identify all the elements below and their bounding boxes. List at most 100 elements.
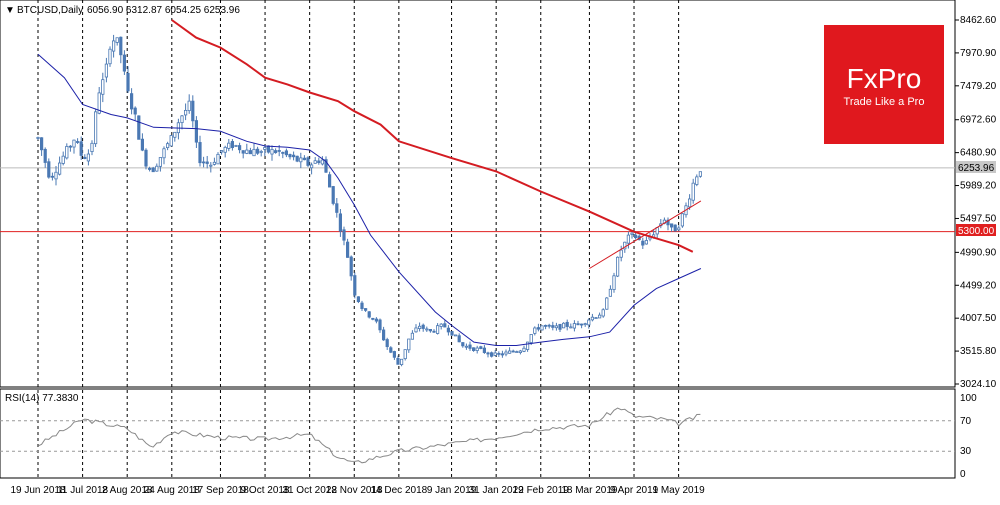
candle-body <box>493 352 497 356</box>
rsi-tick-label: 100 <box>960 393 977 404</box>
candle-body <box>371 317 375 320</box>
candle-body <box>162 148 166 159</box>
candle-body <box>306 157 310 166</box>
candle-body <box>594 317 598 320</box>
candle-body <box>342 229 346 241</box>
candle-body <box>147 167 152 170</box>
candle-body <box>468 344 472 349</box>
y-tick-label: 6480.90 <box>960 148 997 159</box>
candle-body <box>353 275 357 296</box>
candle-body <box>299 157 303 163</box>
candle-body <box>417 325 422 329</box>
candle-body <box>108 48 112 65</box>
candle-body <box>580 323 584 326</box>
x-tick-label: 2 Aug 2018 <box>102 485 153 496</box>
candle-body <box>115 37 119 43</box>
candle-body <box>345 241 350 258</box>
candle-body <box>698 171 703 177</box>
x-tick-label: 31 Jan 2019 <box>469 485 524 496</box>
y-tick-label: 3024.10 <box>960 379 997 390</box>
candle-body <box>47 161 51 178</box>
rsi-label: RSI(14) 77.3830 <box>5 393 79 404</box>
candle-body <box>421 324 425 329</box>
rsi-tick-label: 70 <box>960 416 972 427</box>
candle-body <box>263 147 267 150</box>
candle-body <box>360 302 364 310</box>
candle-body <box>140 138 144 151</box>
candle-body <box>425 328 429 331</box>
x-tick-label: 11 Jul 2018 <box>57 485 108 496</box>
candle-body <box>547 324 551 327</box>
candle-body <box>86 153 90 162</box>
candle-body <box>403 349 407 360</box>
candle-body <box>475 347 479 351</box>
x-tick-label: 9 Oct 2018 <box>241 485 290 496</box>
candle-body <box>43 148 47 163</box>
candle-body <box>320 159 325 165</box>
candle-body <box>245 149 249 154</box>
candle-body <box>331 186 335 204</box>
x-tick-label: 9 Apr 2019 <box>610 485 659 496</box>
candle-body <box>673 224 677 232</box>
candle-body <box>97 92 101 114</box>
candle-body <box>407 338 411 351</box>
candle-body <box>551 325 555 328</box>
candle-body <box>536 327 541 330</box>
x-tick-label: 1 May 2019 <box>652 485 705 496</box>
candle-body <box>529 334 533 343</box>
candle-body <box>83 156 87 160</box>
symbol-arrow-icon[interactable]: ▼ <box>5 5 15 16</box>
candle-body <box>234 145 238 147</box>
symbol-label: BTCUSD,Daily <box>17 5 83 16</box>
candle-body <box>435 325 440 334</box>
rsi-layer: 100 70 30 0 <box>0 393 977 480</box>
x-tick-label: 17 Sep 2018 <box>192 485 249 496</box>
candle-body <box>544 324 548 327</box>
candle-body <box>151 167 155 173</box>
candle-body <box>65 146 69 159</box>
x-tick-label: 22 Feb 2019 <box>513 485 570 496</box>
candle-body <box>36 137 40 139</box>
candle-body <box>295 155 299 162</box>
grid-layer <box>0 0 955 478</box>
candle-body <box>191 100 195 122</box>
rsi-panel-frame <box>0 388 956 479</box>
candle-body <box>583 323 587 326</box>
candle-body <box>40 137 44 151</box>
candle-body <box>562 322 566 329</box>
candle-body <box>608 288 613 297</box>
candle-body <box>216 153 220 165</box>
candle-body <box>374 318 379 322</box>
candle-body <box>670 223 674 228</box>
candle-body <box>518 350 523 353</box>
candle-body <box>432 330 436 333</box>
candle-body <box>252 148 256 157</box>
y-tick-label: 8462.60 <box>960 15 997 26</box>
y-tick-label: 4007.50 <box>960 313 997 324</box>
candle-body <box>338 213 343 232</box>
candle-body <box>526 341 530 350</box>
candle-body <box>453 334 458 337</box>
candle-body <box>511 350 515 353</box>
y-tick-label: 7970.90 <box>960 48 997 59</box>
y-tick-label: 5989.20 <box>960 181 997 192</box>
x-tick-label: 31 Oct 2018 <box>282 485 337 496</box>
candle-body <box>619 249 623 258</box>
candles-layer <box>36 34 703 367</box>
candle-body <box>497 352 501 355</box>
logo-tagline: Trade Like a Pro <box>844 96 925 108</box>
candle-body <box>515 351 519 353</box>
candle-body <box>389 347 393 353</box>
candle-body <box>396 357 400 365</box>
lines-layer <box>37 19 702 346</box>
ma-slow-line <box>171 19 694 253</box>
candle-body <box>273 150 278 154</box>
candle-body <box>137 115 141 140</box>
candle-body <box>309 164 314 169</box>
candle-body <box>533 327 537 334</box>
candle-body <box>378 319 382 331</box>
candle-body <box>680 213 685 227</box>
candle-body <box>644 240 649 245</box>
